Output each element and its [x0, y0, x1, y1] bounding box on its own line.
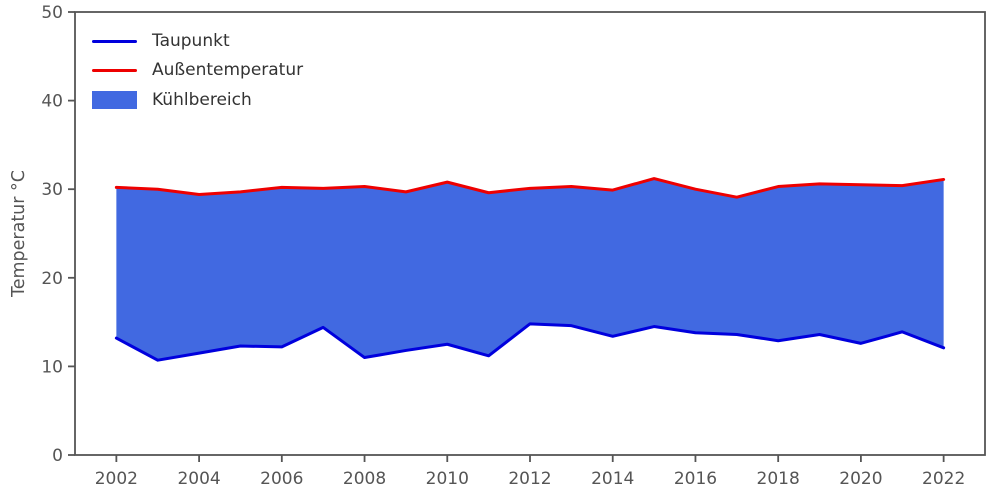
- aussentemperatur-line-swatch: [92, 68, 137, 73]
- kuehlbereich-area-swatch: [92, 91, 137, 109]
- taupunkt-line-swatch: [92, 39, 137, 44]
- svg-text:2022: 2022: [922, 469, 965, 489]
- svg-text:2006: 2006: [260, 469, 303, 489]
- svg-text:20: 20: [41, 269, 63, 289]
- svg-text:Temperatur °C: Temperatur °C: [9, 170, 29, 298]
- legend: Taupunkt Außentemperatur Kühlbereich: [92, 33, 303, 109]
- legend-item-aussentemperatur: Außentemperatur: [92, 62, 303, 79]
- svg-text:40: 40: [41, 92, 63, 112]
- svg-text:30: 30: [41, 180, 63, 200]
- legend-item-kuehlbereich: Kühlbereich: [92, 91, 303, 109]
- legend-item-taupunkt: Taupunkt: [92, 33, 303, 50]
- svg-text:10: 10: [41, 357, 63, 377]
- svg-text:0: 0: [52, 446, 63, 466]
- svg-text:2008: 2008: [343, 469, 386, 489]
- svg-text:2014: 2014: [591, 469, 634, 489]
- legend-label-kuehlbereich: Kühlbereich: [152, 89, 252, 110]
- svg-text:2020: 2020: [839, 469, 882, 489]
- svg-text:2002: 2002: [95, 469, 138, 489]
- svg-text:2018: 2018: [757, 469, 800, 489]
- legend-label-aussentemperatur: Außentemperatur: [152, 60, 304, 80]
- svg-text:2010: 2010: [426, 469, 469, 489]
- svg-text:2016: 2016: [674, 469, 717, 489]
- svg-text:2012: 2012: [508, 469, 551, 489]
- svg-text:50: 50: [41, 3, 63, 23]
- svg-text:2004: 2004: [177, 469, 220, 489]
- legend-label-taupunkt: Taupunkt: [152, 31, 230, 51]
